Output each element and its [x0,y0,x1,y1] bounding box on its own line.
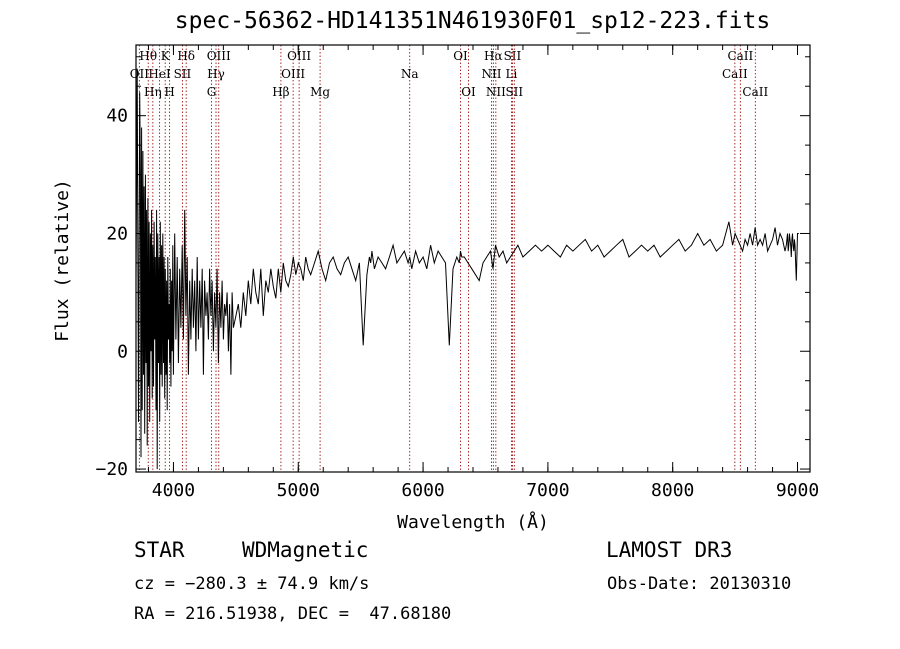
spectral-line-label: Mg [310,85,330,99]
spectral-line-label: K [161,49,171,63]
spectral-line-label: OI [453,49,468,63]
x-tick-label: 9000 [776,480,819,501]
spectral-line-label: Hβ [272,85,289,99]
y-axis-label: Flux (relative) [52,179,73,342]
spectrum-layer [135,68,799,470]
x-tick-label: 4000 [152,480,195,501]
spectral-line-label: Hθ [139,49,157,63]
spectral-line-label: Hη [144,85,162,99]
spectral-line-label: SII [174,67,192,81]
spectral-line-label: Hα [484,49,503,63]
spectral-line-label: OI [461,85,476,99]
spectral-line-label: CaII [727,49,753,63]
spectral-line-label: CaII [722,67,748,81]
x-tick-label: 7000 [526,480,569,501]
y-axis: −20 0 20 40 [95,56,810,480]
spectral-line-label: Hγ [207,67,225,81]
y-tick-label: 20 [106,223,128,244]
coordinates: RA = 216.51938, DEC = 47.68180 [134,604,452,624]
spectral-line-label: SII [505,85,523,99]
spectral-line-label: CaII [742,85,768,99]
x-tick-label: 6000 [401,480,444,501]
spectral-line-label: OIII [207,49,231,63]
object-class: STAR [134,538,185,562]
x-tick-label: 5000 [277,480,320,501]
spectral-line-label: OIII [281,67,305,81]
spectral-line-label: HeI [148,67,171,81]
spectral-line-label: OII [130,67,150,81]
y-tick-label: 0 [117,341,128,362]
survey-name: LAMOST DR3 [606,538,733,562]
spectral-line-label: NII [486,85,506,99]
spectral-line-markers: OIIHθHηHeIKHSIIHδGHγOIIIHβOIIIOIIIMgNaOI… [130,45,768,472]
redshift-readout: cz = −280.3 ± 74.9 km/s [134,574,370,594]
y-tick-label: 40 [106,106,128,127]
spectral-line-label: G [207,85,217,99]
y-tick-label: −20 [95,459,128,480]
chart-title: spec-56362-HD141351N461930F01_sp12-223.f… [174,8,771,34]
x-axis: 4000 5000 6000 7000 8000 9000 [147,45,819,501]
spectral-line-label: Hδ [177,49,195,63]
spectral-line-label: OIII [287,49,311,63]
spectral-line-label: Na [401,67,419,81]
obs-date: Obs-Date: 20130310 [607,574,792,594]
object-subclass: WDMagnetic [242,538,369,562]
spectral-line-label: NII [481,67,501,81]
spectral-line-label: SII [504,49,522,63]
spectrum-line [135,68,799,470]
spectral-line-label: Li [506,67,518,81]
spectral-line-label: H [164,85,174,99]
x-tick-label: 8000 [651,480,694,501]
x-axis-label: Wavelength (Å) [397,511,549,533]
plot-frame [135,44,811,473]
